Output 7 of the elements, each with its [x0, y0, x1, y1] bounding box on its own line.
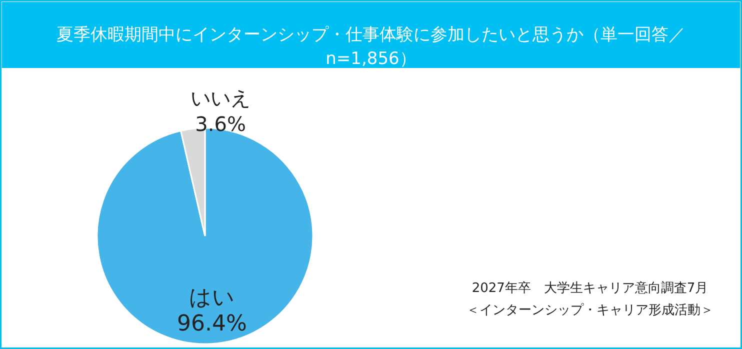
text: 2027年卒 大学生キャリア意向調査7月	[472, 281, 708, 296]
text: 夏季休暇期間中にインターンシップ・仕事体験に参加したいと思うか（単一回答／n=1,856）	[56, 25, 686, 69]
slice-label: いいえ	[190, 86, 251, 110]
data-label: 3.6%	[195, 112, 246, 136]
data-label: 96.4%	[177, 312, 247, 337]
text: ＜インターンシップ・キャリア形成活動＞	[466, 303, 714, 318]
slice-label: はい	[188, 286, 235, 311]
